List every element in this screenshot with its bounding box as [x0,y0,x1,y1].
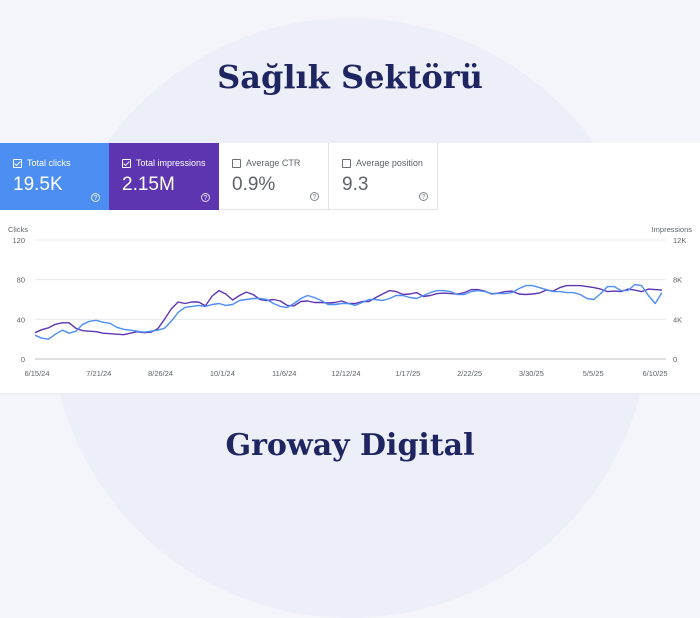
x-tick-label: 6/10/25 [642,369,667,378]
x-tick-label: 5/5/25 [583,369,604,378]
checkbox-checked-icon[interactable] [13,158,22,168]
footer-brand: Groway Digital [225,428,475,463]
checkbox-checked-icon[interactable] [122,158,131,168]
performance-panel: Total clicks 19.5K ? Total impressions 2… [0,143,700,393]
help-circle-icon[interactable]: ? [91,193,100,202]
checkbox-unchecked-icon[interactable] [232,158,241,168]
y-tick-left: 40 [17,315,25,324]
page-title: Sağlık Sektörü [217,58,483,96]
y-axis-left-title: Clicks [8,225,28,234]
x-tick-label: 6/15/24 [24,369,49,378]
checkbox-unchecked-icon[interactable] [342,158,351,168]
x-tick-label: 1/17/25 [395,369,420,378]
metric-value: 19.5K [13,174,63,195]
metric-label: Total clicks [27,158,71,168]
metric-label: Total impressions [136,158,206,168]
metric-value: 2.15M [122,174,175,195]
y-tick-left: 0 [21,355,25,364]
y-tick-left: 80 [17,276,25,285]
x-tick-label: 7/21/24 [86,369,111,378]
metric-card-total-impressions[interactable]: Total impressions 2.15M ? [109,143,219,210]
performance-chart[interactable]: Clicks Impressions 120 12K 80 8K 40 4K 0 0 6/15/24… [0,143,700,393]
metric-card-average-position[interactable]: Average position 9.3 ? [329,143,438,210]
y-tick-left: 120 [12,236,25,245]
x-tick-label: 3/30/25 [519,369,544,378]
y-axis-right-title: Impressions [652,225,693,234]
help-circle-icon[interactable]: ? [310,192,319,201]
metric-value: 0.9% [232,174,276,195]
metric-label: Average position [356,158,423,168]
series-line-clicks [34,283,663,340]
y-tick-right: 8K [673,276,682,285]
y-tick-right: 0 [673,355,677,364]
y-tick-right: 4K [673,315,682,324]
metric-value: 9.3 [342,174,369,195]
metric-card-average-ctr[interactable]: Average CTR 0.9% ? [219,143,329,210]
metric-label: Average CTR [246,158,301,168]
x-tick-label: 8/26/24 [148,369,173,378]
help-circle-icon[interactable]: ? [419,192,428,201]
panel-shadow [0,391,700,395]
x-tick-label: 2/22/25 [457,369,482,378]
x-tick-label: 11/6/24 [272,369,296,378]
help-circle-icon[interactable]: ? [201,193,210,202]
metric-card-total-clicks[interactable]: Total clicks 19.5K ? [0,143,109,210]
x-tick-label: 12/12/24 [331,369,360,378]
x-tick-label: 10/1/24 [210,369,235,378]
y-tick-right: 12K [673,236,686,245]
